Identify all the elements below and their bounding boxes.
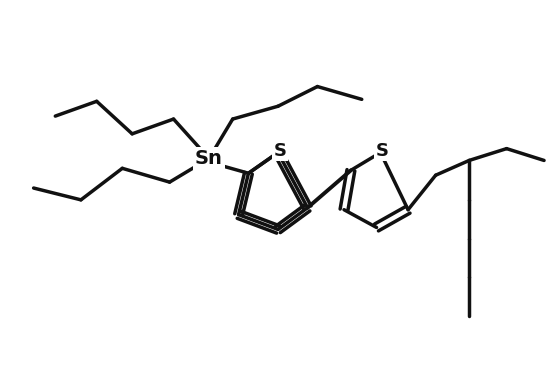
Text: S: S xyxy=(376,142,389,160)
Text: Sn: Sn xyxy=(195,149,223,168)
Text: S: S xyxy=(274,142,286,160)
